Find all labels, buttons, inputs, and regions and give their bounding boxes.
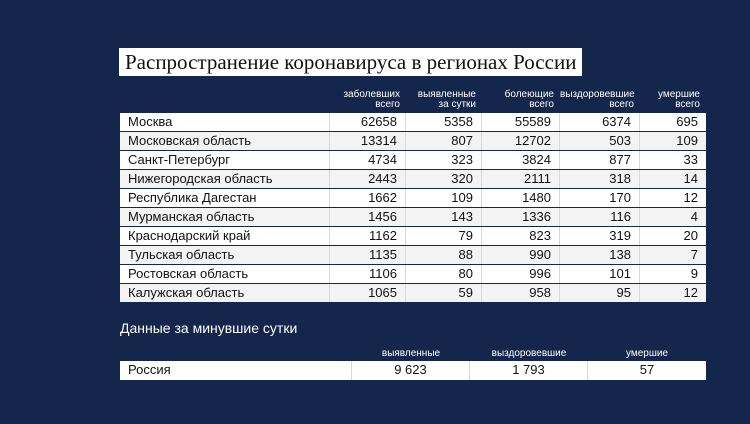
- number-cell: 1162: [330, 227, 406, 245]
- number-cell: 323: [406, 151, 482, 169]
- number-cell: 12: [683, 285, 698, 300]
- number-cell: 4: [690, 209, 698, 224]
- column-header: всего: [609, 99, 634, 110]
- number-cell: 55589: [482, 113, 560, 131]
- column-header: за сутки: [438, 99, 476, 110]
- number-cell: 503: [560, 132, 640, 150]
- column-header: всего: [675, 99, 700, 110]
- number-cell: 1480: [482, 189, 560, 207]
- region-cell: Москва: [120, 113, 330, 131]
- number-cell: 143: [406, 208, 482, 226]
- region-cell: Тульская область: [120, 246, 330, 264]
- number-cell: 958: [482, 284, 560, 302]
- region-cell: Ростовская область: [120, 265, 330, 283]
- summary-title: Данные за минувшие сутки: [120, 320, 298, 336]
- number-cell: 1456: [330, 208, 406, 226]
- number-cell: 33: [683, 152, 698, 167]
- number-cell: 695: [676, 114, 698, 129]
- number-cell: 170: [560, 189, 640, 207]
- column-header: выздоровевшие: [560, 89, 635, 100]
- number-cell: 138: [560, 246, 640, 264]
- column-header: болеющие: [504, 89, 554, 100]
- region-cell: Республика Дагестан: [120, 189, 330, 207]
- number-cell: 62658: [330, 113, 406, 131]
- number-cell: 6374: [560, 113, 640, 131]
- number-cell: 5358: [406, 113, 482, 131]
- number-cell: 14: [683, 171, 698, 186]
- title: Распространение коронавируса в регионах …: [119, 48, 583, 76]
- number-cell: 109: [406, 189, 482, 207]
- number-cell: 320: [406, 170, 482, 188]
- number-cell: 12702: [482, 132, 560, 150]
- number-cell: 80: [406, 265, 482, 283]
- number-cell: 79: [406, 227, 482, 245]
- column-header: умершие: [657, 89, 700, 100]
- number-cell: 807: [406, 132, 482, 150]
- number-cell: 990: [482, 246, 560, 264]
- number-cell: 4734: [330, 151, 406, 169]
- number-cell: 1336: [482, 208, 560, 226]
- column-header: умершие: [625, 348, 669, 359]
- column-header: всего: [529, 99, 554, 110]
- number-cell: 9 623: [352, 361, 470, 380]
- number-cell: 1 793: [470, 361, 588, 380]
- number-cell: 2111: [482, 170, 560, 188]
- number-cell: 3824: [482, 151, 560, 169]
- number-cell: 59: [406, 284, 482, 302]
- region-cell: Краснодарский край: [120, 227, 330, 245]
- region-cell: Мурманская область: [120, 208, 330, 226]
- region-cell: Санкт-Петербург: [120, 151, 330, 169]
- number-cell: 116: [560, 208, 640, 226]
- number-cell: 101: [560, 265, 640, 283]
- number-cell: 20: [683, 228, 698, 243]
- column-header: выздоровевшие: [491, 348, 567, 359]
- column-header: выявленные: [381, 348, 441, 359]
- number-cell: 996: [482, 265, 560, 283]
- table-row: [120, 361, 706, 380]
- column-header: выявленные: [417, 89, 476, 100]
- region-cell: Московская область: [120, 132, 330, 150]
- number-cell: 95: [560, 284, 640, 302]
- number-cell: 1135: [330, 246, 406, 264]
- number-cell: 1065: [330, 284, 406, 302]
- number-cell: 9: [690, 266, 698, 281]
- column-header: всего: [375, 99, 400, 110]
- region-cell: Калужская область: [120, 284, 330, 302]
- number-cell: 7: [690, 247, 698, 262]
- column-header: заболевших: [343, 89, 400, 100]
- number-cell: 12: [683, 190, 698, 205]
- number-cell: 88: [406, 246, 482, 264]
- region-cell: Россия: [120, 361, 352, 380]
- number-cell: 319: [560, 227, 640, 245]
- number-cell: 57: [639, 362, 655, 377]
- number-cell: 877: [560, 151, 640, 169]
- number-cell: 109: [676, 133, 698, 148]
- number-cell: 318: [560, 170, 640, 188]
- number-cell: 13314: [330, 132, 406, 150]
- number-cell: 1662: [330, 189, 406, 207]
- number-cell: 1106: [330, 265, 406, 283]
- region-cell: Нижегородская область: [120, 170, 330, 188]
- number-cell: 2443: [330, 170, 406, 188]
- number-cell: 823: [482, 227, 560, 245]
